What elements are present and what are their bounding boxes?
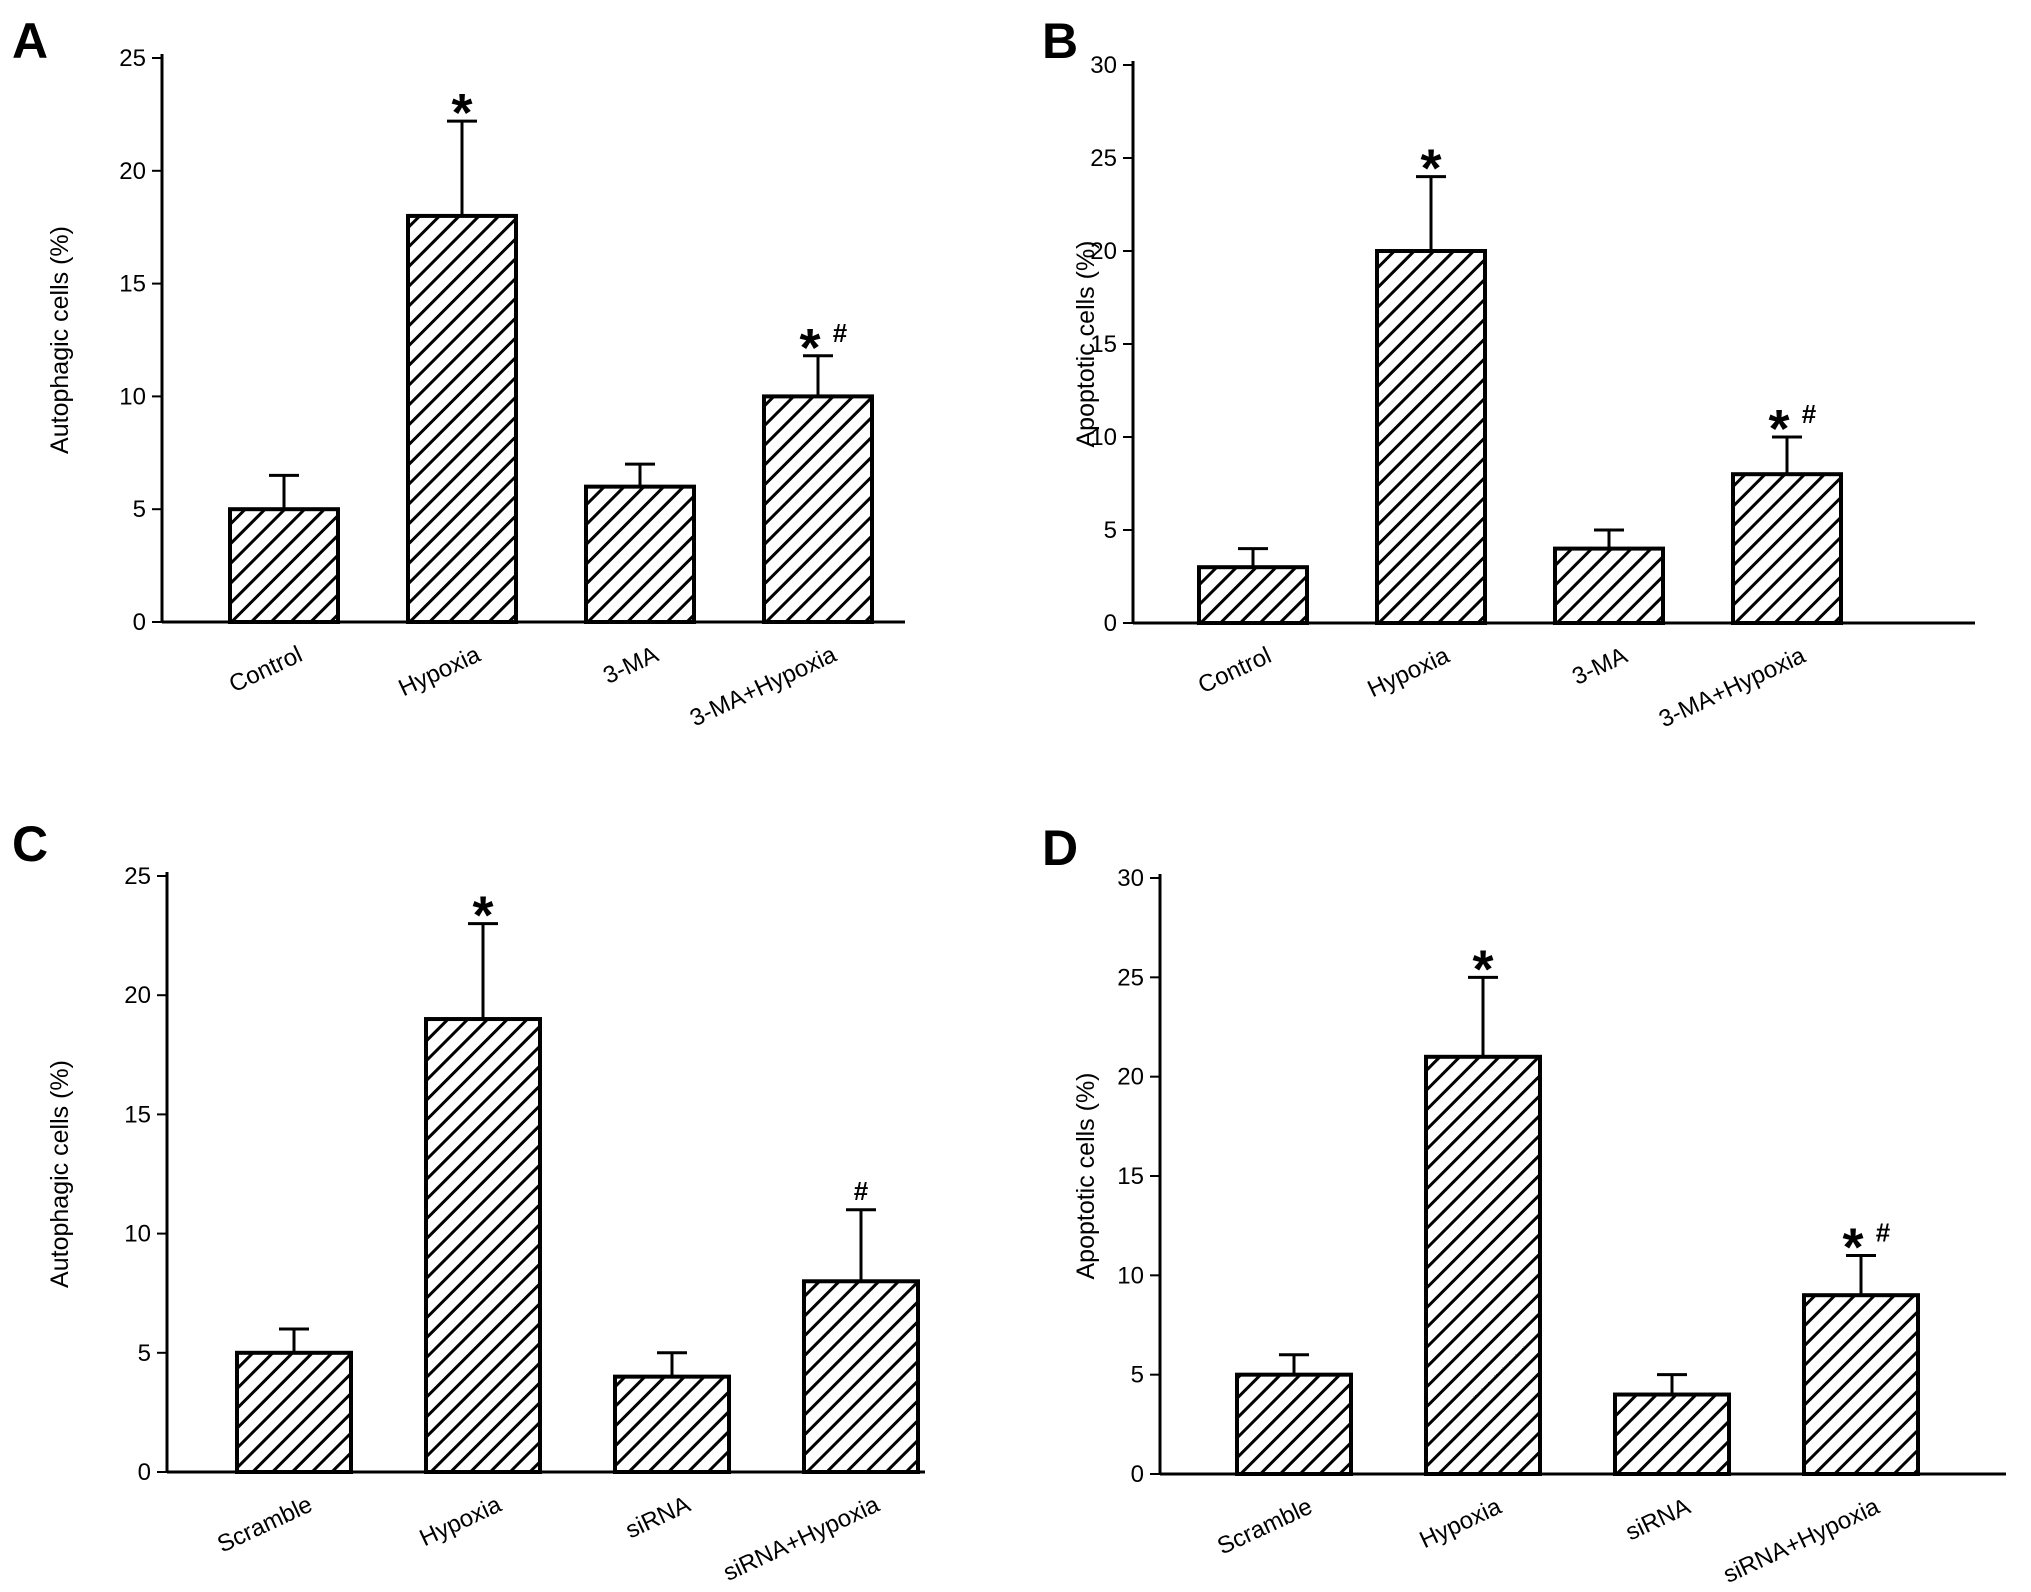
y-tick-label: 15 [1090,331,1117,358]
bar [1375,249,1487,625]
y-tick-label: 20 [119,158,146,185]
x-category-label: 3-MA+Hypoxia [1655,642,1810,734]
panel-letter: C [12,816,48,872]
y-tick-label: 20 [1117,1064,1144,1091]
x-category-label: Hypoxia [395,641,486,702]
y-tick-label: 15 [124,1101,151,1128]
x-category-label: Hypoxia [1364,642,1455,703]
chart-panel-b: B 0 5 10 15 20 25 30 Apoptotic cells (%) Control *… [1042,13,1975,733]
significance-star: * [1472,939,1493,999]
x-category-label: 3-MA [1568,642,1631,691]
bar [406,213,518,624]
bar [1802,1293,1920,1476]
bar [424,1017,542,1474]
significance-hash: # [854,1176,869,1206]
significance-hash: # [1876,1217,1891,1247]
y-axis-title: Autophagic cells (%) [46,1060,74,1288]
x-category-label: 3-MA [599,641,662,690]
bar [613,1374,731,1475]
bar [584,484,696,625]
y-tick-label: 25 [124,863,151,890]
x-category-label: siRNA+Hypoxia [1719,1493,1884,1589]
y-tick-label: 30 [1090,52,1117,79]
significance-star: * [451,83,472,143]
panel-letter: B [1042,13,1078,69]
significance-star: * [799,318,820,378]
y-tick-label: 25 [119,45,146,72]
chart-panel-d: D 0 5 10 15 20 25 30 Apoptotic cells (%) Scramble… [1042,820,2006,1589]
y-tick-label: 20 [1090,238,1117,265]
chart-panel-a: A 0 5 10 15 20 25 Autophagic cells (%) Control * H… [12,13,905,732]
chart-panel-c: C 0 5 10 15 20 25 Autophagic cells (%) Scramble *… [12,816,925,1587]
y-tick-label: 0 [1104,610,1117,637]
y-tick-label: 25 [1090,145,1117,172]
significance-hash: # [1802,399,1817,429]
panel-letter: A [12,13,48,69]
y-tick-label: 0 [1131,1461,1144,1488]
y-tick-label: 5 [1131,1362,1144,1389]
x-category-label: Scramble [1213,1493,1316,1560]
y-tick-label: 10 [1090,424,1117,451]
y-tick-label: 15 [119,271,146,298]
y-tick-label: 25 [1117,964,1144,991]
y-tick-label: 20 [124,982,151,1009]
y-axis-title: Apoptotic cells (%) [1072,1072,1100,1279]
bar [235,1350,353,1475]
bar [1424,1054,1542,1477]
x-category-label: siRNA [621,1491,694,1544]
x-category-label: Control [1194,642,1276,699]
bar [228,507,340,625]
x-category-label: siRNA+Hypoxia [719,1491,884,1587]
bar [1197,565,1309,626]
bar [1613,1392,1731,1476]
y-tick-label: 10 [1117,1262,1144,1289]
y-tick-label: 0 [138,1459,151,1486]
bar [762,394,874,624]
significance-star: * [1420,139,1441,199]
y-tick-label: 15 [1117,1163,1144,1190]
significance-star: * [472,886,493,946]
x-category-label: Hypoxia [1416,1493,1507,1554]
x-category-label: Hypoxia [416,1491,507,1552]
significance-hash: # [833,318,848,348]
y-axis-title: Apoptotic cells (%) [1072,240,1100,447]
bar [802,1279,920,1475]
y-tick-label: 30 [1117,865,1144,892]
y-tick-label: 0 [133,609,146,636]
significance-star: * [1768,399,1789,459]
panel-letter: D [1042,820,1078,876]
significance-star: * [1842,1217,1863,1277]
y-tick-label: 10 [119,383,146,410]
bar [1731,472,1843,626]
y-tick-label: 10 [124,1221,151,1248]
x-category-label: 3-MA+Hypoxia [686,641,841,733]
bar [1553,546,1665,625]
x-category-label: siRNA [1621,1493,1694,1546]
x-category-label: Scramble [213,1491,316,1558]
bar [1235,1372,1353,1476]
x-category-label: Control [225,641,307,698]
y-tick-label: 5 [1104,517,1117,544]
y-tick-label: 5 [133,496,146,523]
y-tick-label: 5 [138,1340,151,1367]
y-axis-title: Autophagic cells (%) [46,226,74,454]
